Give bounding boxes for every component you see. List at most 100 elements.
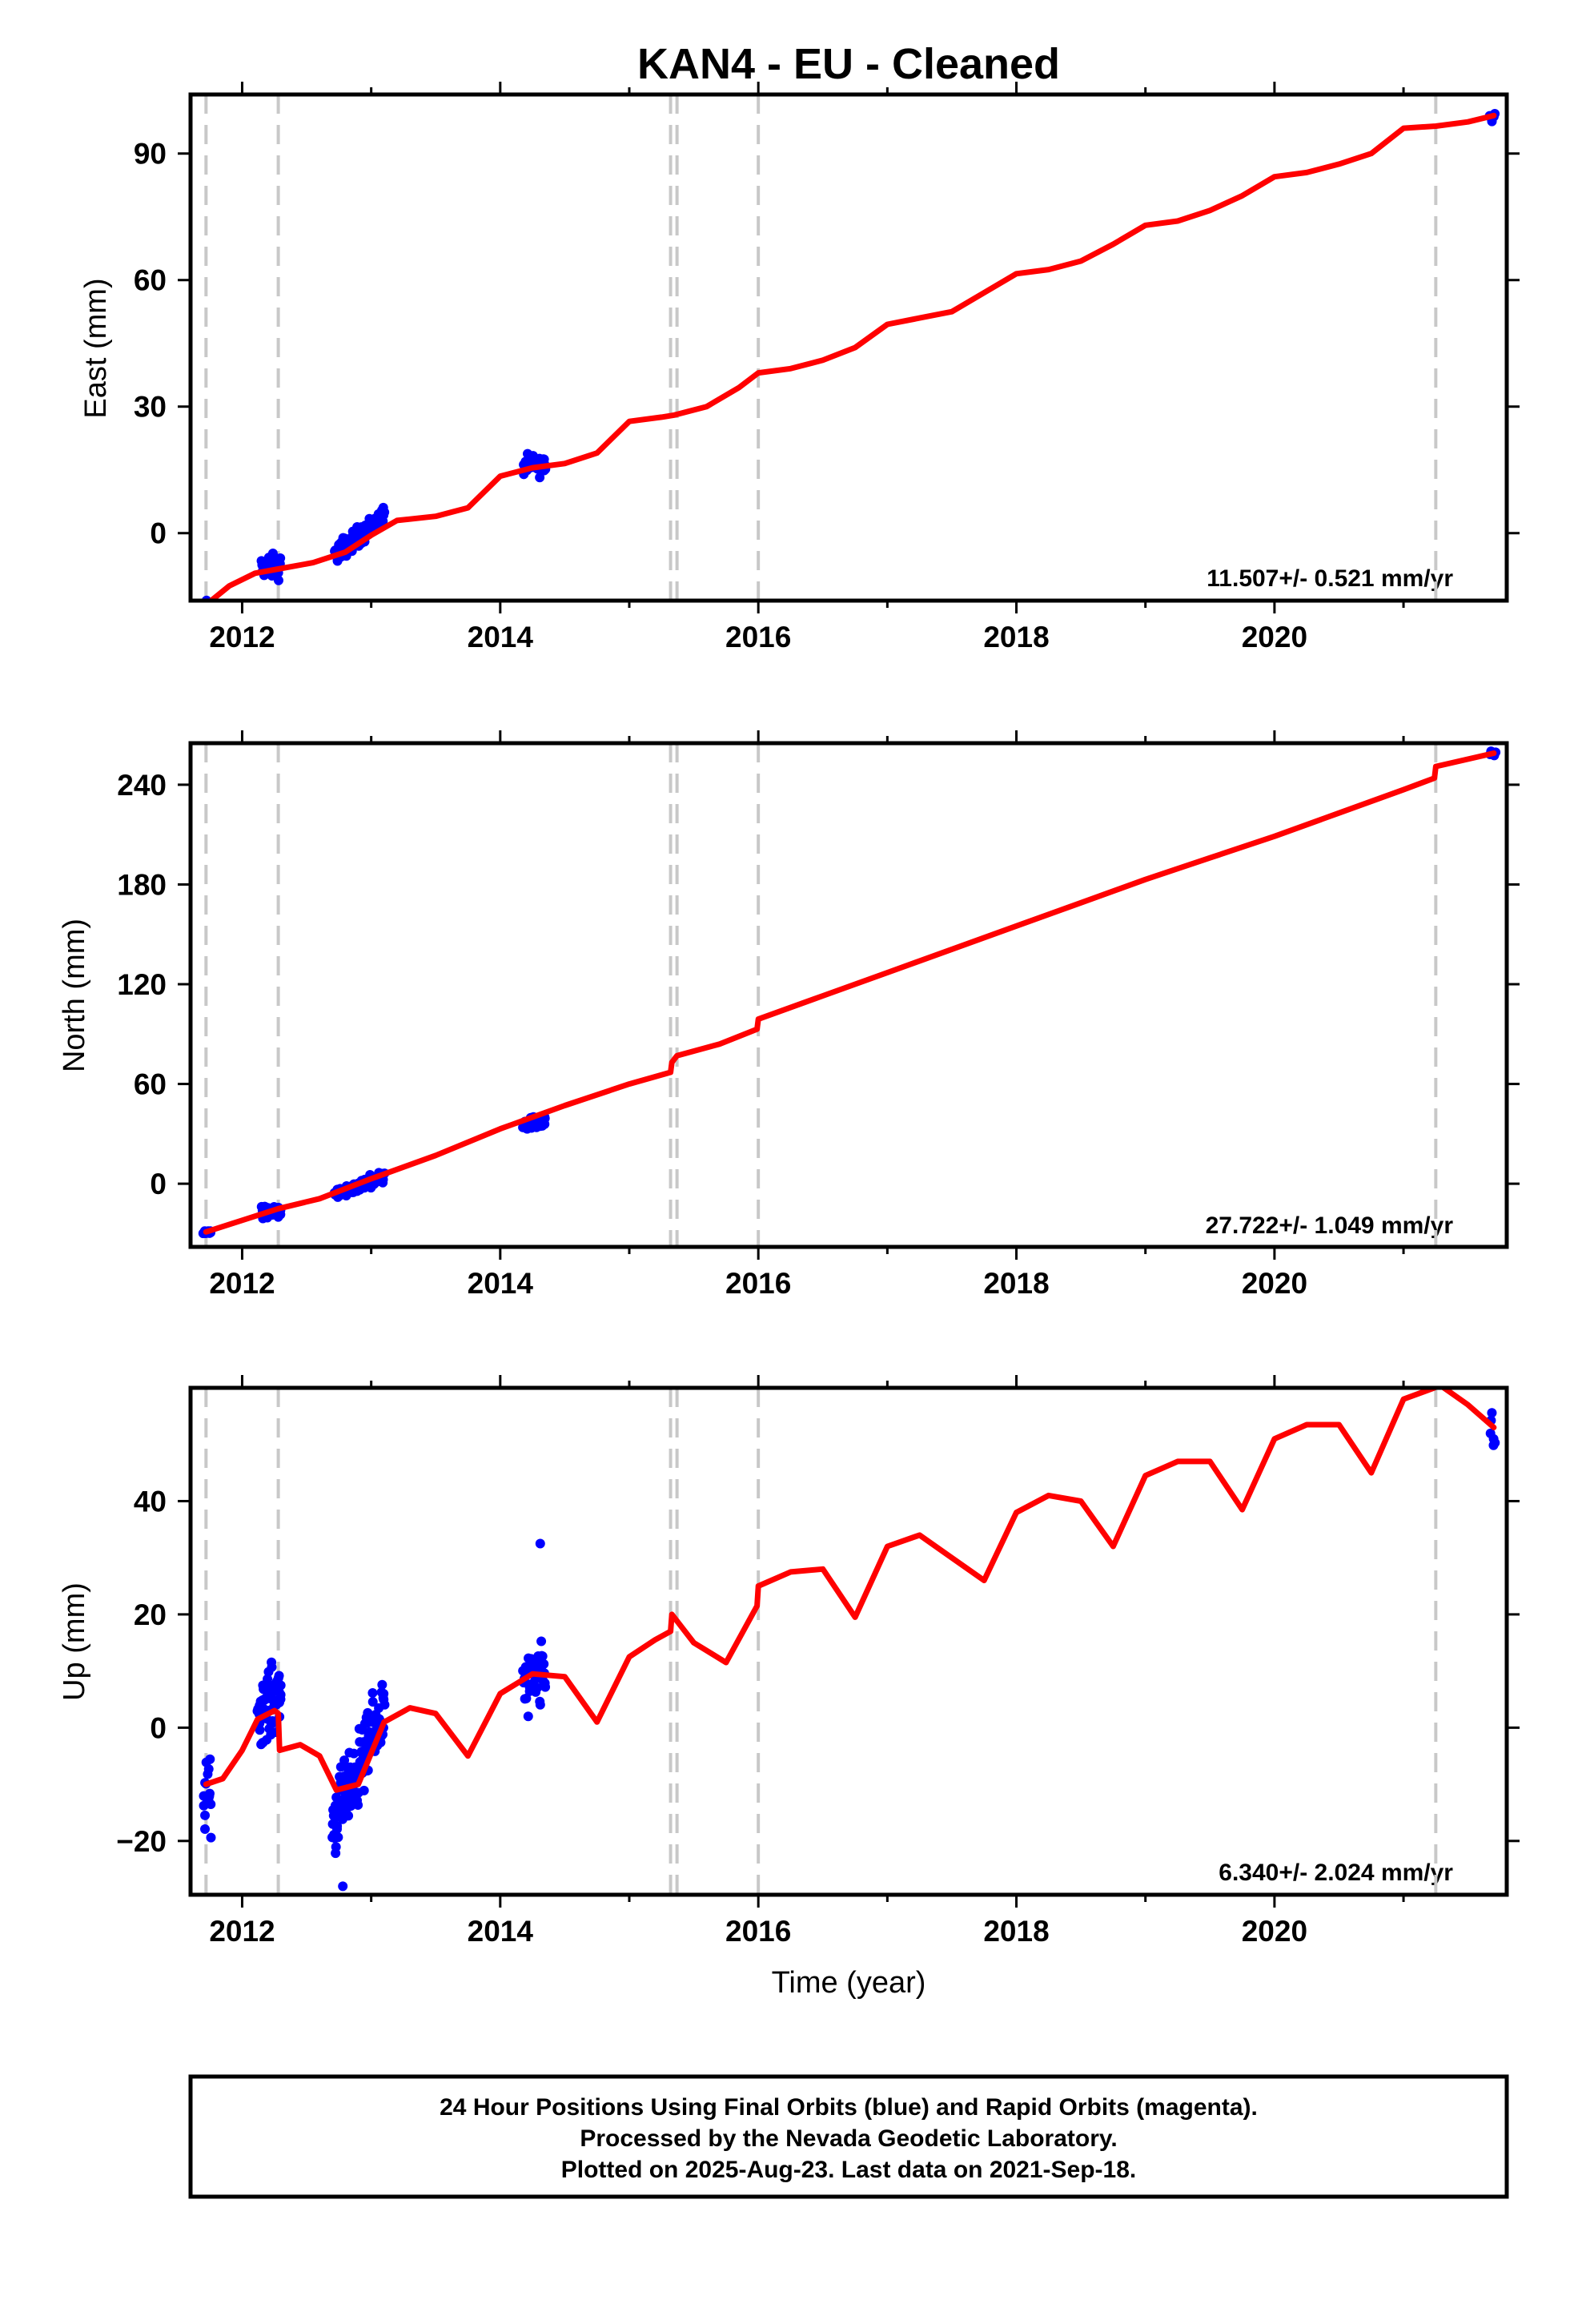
up-observation-point [203,1764,214,1775]
east-x-tick-label: 2014 [468,621,534,653]
up-observation-point [200,1824,211,1835]
north-y-tick-label: 60 [134,1068,167,1101]
up-observation-point [536,1636,547,1647]
up-observation-point [343,1811,354,1821]
up-observation-point [204,1788,215,1799]
up-observation-point [274,1671,284,1681]
footer-box: 24 Hour Positions Using Final Orbits (bl… [188,2074,1509,2199]
east-model-line [207,112,1497,601]
east-observation-point [273,575,283,585]
north-data-layer [198,743,1501,1247]
east-x-tick-label: 2018 [983,621,1049,653]
up-y-tick-label: 40 [134,1485,167,1518]
east-observation-point [199,605,209,615]
up-data-layer [199,1388,1500,1895]
up-x-tick-label: 2014 [468,1915,534,1948]
footer-line-1: 24 Hour Positions Using Final Orbits (bl… [440,2094,1258,2121]
up-observation-point [537,1651,548,1662]
east-observation-point [535,472,545,483]
east-y-tick-label: 0 [150,517,167,550]
east-observation-point [203,605,212,615]
east-observation-point [201,603,211,613]
up-observation-point [379,1699,390,1710]
up-observation-point [275,1694,286,1704]
north-observation-point [275,1209,286,1220]
up-observation-point [377,1679,387,1690]
footer-line-3: Plotted on 2025-Aug-23. Last data on 202… [561,2157,1137,2183]
east-x-tick-label: 2012 [209,621,275,653]
north-panel: North (mm) 27.722+/- 1.049 mm/yr 2012 201… [58,730,1520,1300]
north-plot-frame [188,741,1509,1249]
up-observation-point [205,1754,215,1764]
up-x-tick-label: 2016 [725,1915,791,1948]
east-y-axis-label: East (mm) [79,278,113,418]
up-observation-point [333,1832,343,1843]
up-y-tick-label: 20 [134,1598,167,1631]
north-y-tick-label: 120 [117,968,167,1001]
up-observation-point [532,1683,543,1693]
north-x-tick-label: 2012 [209,1267,275,1300]
east-panel: East (mm) 11.507+/- 0.521 mm/yr 2012 2014… [79,82,1520,653]
up-y-tick-label: 0 [150,1711,167,1744]
north-y-axis-label: North (mm) [58,919,91,1072]
up-observation-point [349,1748,359,1759]
up-y-tick-label: −20 [116,1825,167,1858]
up-observation-point [367,1687,378,1698]
chart-title: KAN4 - EU - Cleaned [637,40,1060,88]
north-x-tick-label: 2016 [725,1267,791,1300]
up-observation-point [255,1725,265,1735]
up-x-tick-label: 2018 [983,1915,1049,1948]
up-observation-point [535,1538,545,1549]
up-observation-point [332,1821,343,1831]
east-observation-point [275,553,286,563]
up-model-line [203,1388,1497,1793]
east-observation-point [205,608,215,617]
east-y-tick-label: 90 [134,138,167,171]
north-rate-label: 27.722+/- 1.049 mm/yr [1206,1212,1454,1239]
footer-frame [188,2074,1509,2199]
up-x-tick-label: 2012 [209,1915,275,1948]
north-x-tick-label: 2014 [468,1267,534,1300]
up-observation-point [206,1832,216,1843]
east-data-layer [199,94,1500,617]
up-observation-point [267,1662,277,1672]
up-observation-point [331,1842,341,1852]
up-observation-point [206,1799,216,1809]
up-y-axis-label: Up (mm) [58,1582,91,1701]
up-observation-point [353,1799,363,1810]
up-x-tick-label: 2020 [1242,1915,1307,1948]
north-y-tick-label: 240 [117,769,167,802]
up-observation-point [363,1707,373,1718]
up-observation-point [1487,1408,1497,1418]
up-observation-point [359,1785,369,1795]
up-observation-point [200,1810,211,1820]
up-observation-point [275,1680,286,1691]
up-observation-point [535,1699,545,1710]
north-y-tick-label: 180 [117,868,167,901]
up-observation-point [338,1881,348,1892]
east-rate-label: 11.507+/- 0.521 mm/yr [1207,565,1453,592]
time-x-axis-label: Time (year) [772,1966,926,2000]
east-observation-point [207,605,217,614]
east-y-tick-label: 30 [134,391,167,424]
east-observation-point [199,604,208,613]
up-observation-point [521,1693,532,1703]
north-x-tick-label: 2020 [1242,1267,1307,1300]
up-observation-point [539,1659,549,1669]
up-observation-point [540,1682,551,1692]
footer-line-2: Processed by the Nevada Geodetic Laborat… [580,2125,1117,2152]
up-panel: Up (mm) 6.340+/- 2.024 mm/yr Time (year)… [58,1375,1520,2000]
east-plot-frame [188,92,1509,603]
north-y-tick-label: 0 [150,1168,167,1200]
up-rate-label: 6.340+/- 2.024 mm/yr [1219,1860,1453,1886]
east-observation-point [205,606,215,616]
up-observation-point [367,1697,378,1707]
east-x-tick-label: 2020 [1242,621,1307,653]
east-observation-point [379,507,390,517]
up-observation-point [523,1711,533,1722]
north-model-line [203,750,1497,1235]
north-x-tick-label: 2018 [983,1267,1049,1300]
east-y-tick-label: 60 [134,264,167,297]
east-x-tick-label: 2016 [725,621,791,653]
